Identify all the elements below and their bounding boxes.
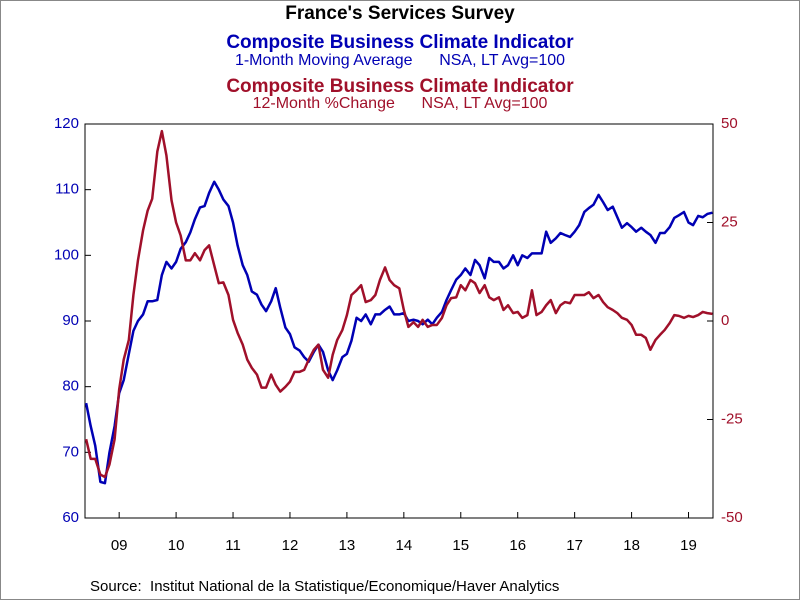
y-tick-label: 60 — [62, 509, 79, 526]
y-tick-label: 100 — [54, 246, 79, 263]
series-line — [84, 180, 713, 485]
y-tick-label: 120 — [54, 115, 79, 132]
x-tick-label: 19 — [680, 537, 697, 554]
y2-tick-label: 50 — [721, 115, 738, 132]
x-tick-label: 14 — [395, 537, 412, 554]
series-title: Composite Business Climate Indicator — [226, 76, 574, 97]
x-tick-label: 18 — [623, 537, 640, 554]
series-subtitle: 1-Month Moving Average NSA, LT Avg=100 — [235, 52, 565, 69]
y-tick-label: 110 — [55, 181, 79, 198]
x-tick-label: 10 — [168, 537, 185, 554]
series-title: Composite Business Climate Indicator — [226, 32, 574, 53]
y2-tick-label: 0 — [721, 312, 729, 329]
y-tick-label: 80 — [62, 378, 79, 395]
x-tick-label: 16 — [509, 537, 526, 554]
y2-tick-label: -25 — [721, 410, 743, 427]
x-tick-label: 17 — [566, 537, 583, 554]
x-tick-label: 12 — [282, 537, 299, 554]
series-subtitle: 12-Month %Change NSA, LT Avg=100 — [253, 95, 548, 112]
chart-title: France's Services Survey — [285, 3, 515, 24]
series-line — [84, 129, 713, 479]
x-tick-label: 11 — [225, 537, 241, 554]
y2-tick-label: -50 — [721, 509, 743, 526]
source-note: Source: Institut National de la Statisti… — [90, 578, 559, 595]
y2-tick-label: 25 — [721, 213, 738, 230]
x-tick-label: 13 — [339, 537, 356, 554]
y-tick-label: 70 — [62, 443, 79, 460]
y-tick-label: 90 — [62, 312, 79, 329]
x-tick-label: 15 — [452, 537, 469, 554]
plot-area — [84, 123, 714, 519]
x-tick-label: 09 — [111, 537, 128, 554]
